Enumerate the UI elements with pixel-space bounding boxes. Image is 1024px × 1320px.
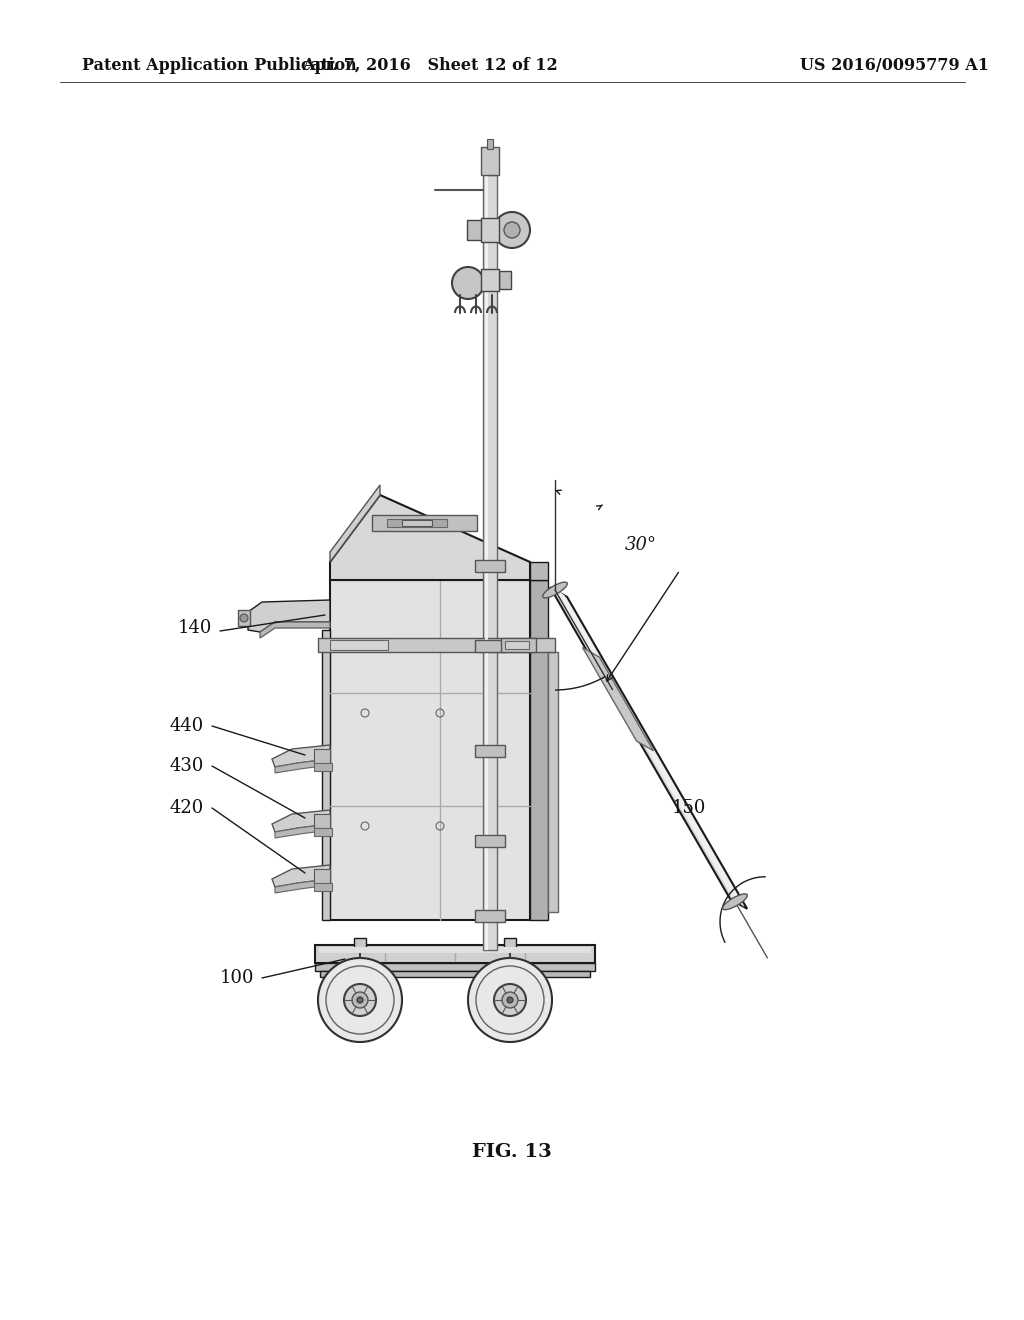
Polygon shape: [583, 647, 653, 751]
Circle shape: [344, 983, 376, 1016]
Ellipse shape: [723, 894, 748, 909]
Bar: [354, 939, 366, 950]
Bar: [372, 515, 477, 531]
Polygon shape: [272, 865, 330, 887]
Circle shape: [357, 997, 362, 1003]
Polygon shape: [552, 585, 744, 907]
Bar: [314, 869, 330, 883]
Bar: [387, 519, 447, 527]
Bar: [330, 579, 530, 920]
Circle shape: [352, 993, 368, 1008]
Bar: [314, 763, 332, 771]
Polygon shape: [275, 759, 330, 774]
Bar: [314, 883, 332, 891]
Text: US 2016/0095779 A1: US 2016/0095779 A1: [801, 58, 989, 74]
Polygon shape: [550, 587, 748, 908]
Bar: [501, 638, 536, 652]
Bar: [475, 744, 505, 756]
Bar: [314, 748, 330, 763]
Polygon shape: [272, 744, 330, 767]
Text: 430: 430: [170, 756, 205, 775]
Circle shape: [504, 222, 520, 238]
Bar: [483, 176, 497, 950]
Bar: [402, 520, 432, 525]
Circle shape: [452, 267, 484, 300]
Text: 420: 420: [170, 799, 204, 817]
Text: Patent Application Publication: Patent Application Publication: [82, 58, 356, 74]
Text: 440: 440: [170, 717, 204, 735]
Bar: [475, 640, 505, 652]
Bar: [467, 220, 483, 240]
Bar: [315, 945, 595, 964]
Polygon shape: [530, 562, 548, 579]
Text: 140: 140: [178, 619, 212, 638]
Bar: [314, 814, 330, 828]
Bar: [475, 560, 505, 572]
Polygon shape: [248, 601, 330, 632]
Bar: [314, 828, 332, 836]
Circle shape: [494, 213, 530, 248]
Polygon shape: [275, 879, 330, 894]
Bar: [481, 218, 499, 242]
Bar: [530, 579, 548, 920]
Bar: [481, 269, 499, 290]
Polygon shape: [330, 484, 380, 562]
Circle shape: [507, 997, 513, 1003]
Polygon shape: [260, 622, 330, 638]
Bar: [499, 271, 511, 289]
Polygon shape: [275, 824, 330, 838]
Bar: [322, 630, 330, 920]
Bar: [318, 638, 555, 652]
Text: FIG. 13: FIG. 13: [472, 1143, 552, 1162]
Text: 150: 150: [672, 799, 707, 817]
Text: Apr. 7, 2016   Sheet 12 of 12: Apr. 7, 2016 Sheet 12 of 12: [302, 58, 558, 74]
Bar: [487, 139, 493, 149]
Bar: [319, 946, 591, 953]
Ellipse shape: [543, 582, 567, 598]
Bar: [505, 642, 529, 649]
Polygon shape: [330, 495, 530, 579]
Bar: [330, 640, 388, 649]
Circle shape: [468, 958, 552, 1041]
Bar: [548, 652, 558, 912]
Bar: [475, 909, 505, 921]
Bar: [504, 939, 516, 950]
Circle shape: [502, 993, 518, 1008]
Circle shape: [240, 614, 248, 622]
Bar: [475, 836, 505, 847]
Bar: [238, 610, 250, 626]
Bar: [315, 964, 595, 972]
Circle shape: [318, 958, 402, 1041]
Text: 100: 100: [220, 969, 255, 987]
Polygon shape: [272, 810, 330, 832]
Bar: [481, 147, 499, 176]
Text: 30°: 30°: [625, 536, 657, 554]
Circle shape: [494, 983, 526, 1016]
Bar: [319, 972, 590, 977]
Bar: [485, 176, 488, 950]
